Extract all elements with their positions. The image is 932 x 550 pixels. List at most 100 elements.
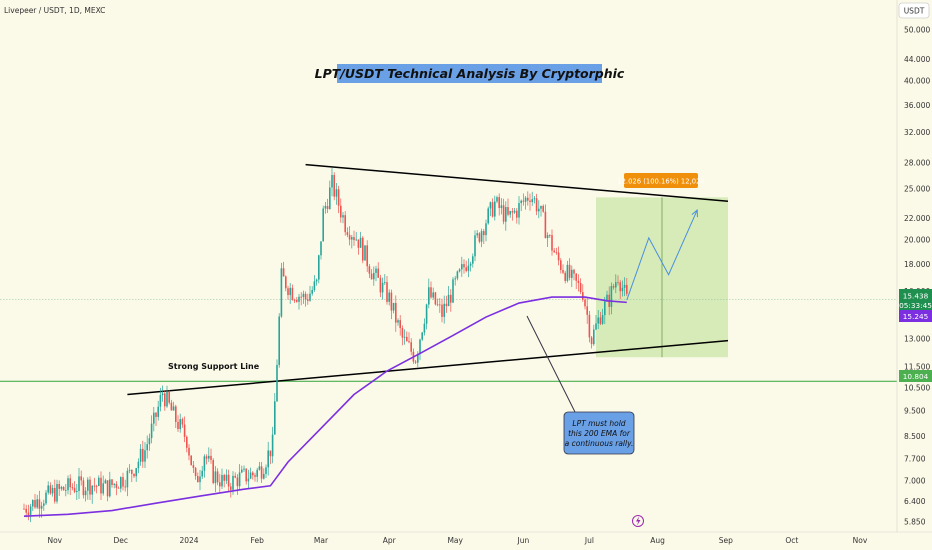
x-tick-label: Apr xyxy=(383,536,397,545)
y-tick-label: 9.500 xyxy=(904,406,926,415)
title-banner-bg xyxy=(337,64,602,83)
candle-body xyxy=(522,200,525,202)
candle-body xyxy=(381,282,384,293)
candle-body xyxy=(560,260,562,271)
candle-body xyxy=(29,506,32,515)
candle-body xyxy=(432,292,434,298)
candle-body xyxy=(117,487,120,489)
candle-body xyxy=(377,268,379,278)
candle-body xyxy=(91,485,93,495)
lightning-icon xyxy=(636,516,641,526)
candle-body xyxy=(379,277,382,293)
candle-body xyxy=(144,450,146,462)
candle-body xyxy=(566,264,569,281)
candle-body xyxy=(601,315,604,324)
candle-body xyxy=(535,198,538,212)
candle-body xyxy=(282,268,285,277)
candle-body xyxy=(384,282,386,283)
candle-body xyxy=(509,211,511,215)
candle-body xyxy=(364,245,366,261)
candle-body xyxy=(392,302,395,311)
candle-body xyxy=(139,448,142,462)
candle-body xyxy=(375,268,377,273)
candle-body xyxy=(511,211,514,213)
candle-body xyxy=(421,332,423,340)
candle-body xyxy=(315,279,318,282)
candle-body xyxy=(82,480,85,496)
candle-body xyxy=(76,490,78,492)
y-tick-label: 20.000 xyxy=(904,236,930,245)
candle-body xyxy=(403,336,406,338)
candle-body xyxy=(505,207,507,222)
ema-price-value: 15.245 xyxy=(903,312,929,321)
candle-body xyxy=(362,237,364,261)
event-marker[interactable] xyxy=(632,515,644,527)
candle-body xyxy=(340,205,342,218)
candle-body xyxy=(177,421,179,430)
candle-body xyxy=(542,205,544,212)
candle-body xyxy=(597,317,599,324)
measure-label: 12.026 (100.16%) 12,026 xyxy=(617,178,704,186)
candle-body xyxy=(135,468,137,477)
candle-body xyxy=(582,292,584,300)
candle-body xyxy=(225,474,228,481)
candle-body xyxy=(623,284,626,288)
currency-button[interactable]: USDT xyxy=(898,2,930,19)
y-tick-label: 32.000 xyxy=(904,128,930,137)
candle-body xyxy=(342,215,344,218)
candle-body xyxy=(494,201,496,217)
candle-body xyxy=(32,500,34,507)
projection-path xyxy=(626,209,698,301)
y-tick-label: 25.000 xyxy=(904,184,930,193)
candle-body xyxy=(474,235,476,257)
ema-note-line-3: a continuous rally. xyxy=(565,439,634,448)
candle-body xyxy=(23,508,25,510)
candle-body xyxy=(49,485,52,494)
candle-body xyxy=(45,492,47,504)
x-tick-label: Nov xyxy=(47,536,62,545)
candle-body xyxy=(71,487,74,489)
candle-body xyxy=(568,264,571,278)
candle-body xyxy=(221,474,223,487)
candle-body xyxy=(447,294,450,307)
candle-body xyxy=(278,316,280,365)
candle-body xyxy=(36,499,38,508)
candle-body xyxy=(502,205,505,222)
candle-body xyxy=(458,269,461,272)
candle-body xyxy=(346,232,349,235)
candle-body xyxy=(298,296,300,302)
candle-body xyxy=(441,304,443,317)
countdown-value: 05:33:45 xyxy=(899,301,932,310)
candle-body xyxy=(280,268,283,317)
candle-body xyxy=(205,456,208,459)
candle-body xyxy=(524,197,527,202)
candle-body xyxy=(133,473,135,477)
candle-body xyxy=(258,466,261,470)
candle-body xyxy=(137,461,140,469)
candle-body xyxy=(417,353,419,363)
candle-body xyxy=(234,475,236,478)
candle-body xyxy=(450,294,452,303)
candle-body xyxy=(69,478,71,488)
candle-body xyxy=(192,465,195,468)
candle-body xyxy=(337,189,340,206)
y-tick-label: 40.000 xyxy=(904,77,930,86)
y-tick-label: 7.000 xyxy=(904,476,926,485)
candle-body xyxy=(331,175,333,188)
title-banner: LPT/USDT Technical Analysis By Cryptorph… xyxy=(315,66,625,81)
measure-label-bg xyxy=(624,173,698,188)
price-axis-panel[interactable] xyxy=(897,0,932,532)
candle-body xyxy=(245,468,247,482)
candle-body xyxy=(612,286,615,288)
candle-body xyxy=(289,287,291,296)
candle-body xyxy=(172,406,175,411)
candle-body xyxy=(513,210,516,213)
candle-body xyxy=(73,487,76,492)
candle-body xyxy=(456,271,459,279)
candle-body xyxy=(485,223,487,236)
candle-body xyxy=(267,450,269,468)
candle-body xyxy=(507,207,509,215)
y-tick-label: 44.000 xyxy=(904,55,930,64)
